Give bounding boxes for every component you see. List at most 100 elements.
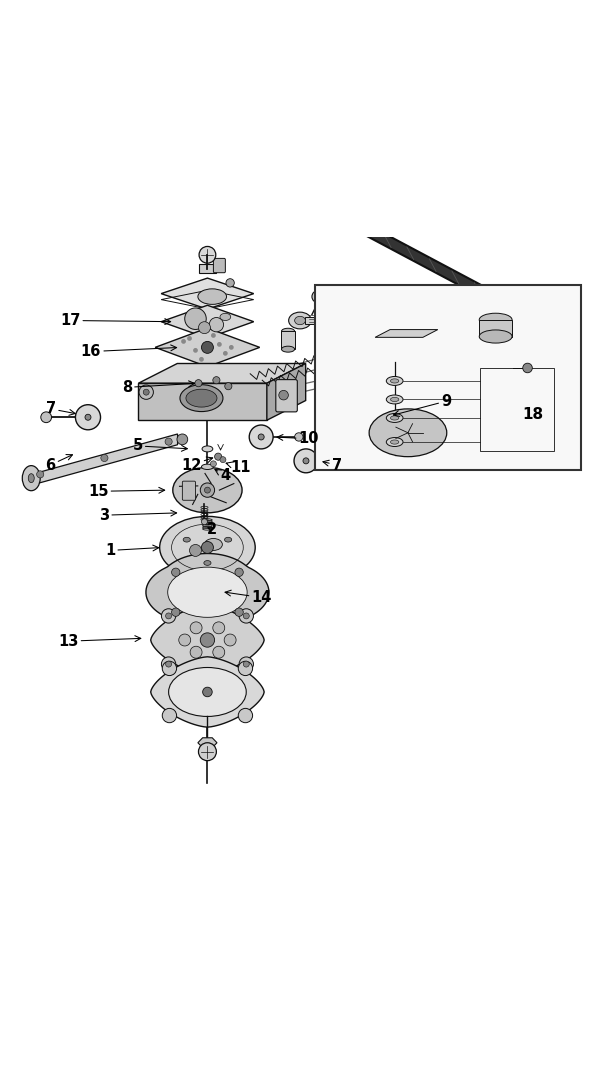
Circle shape [225, 382, 232, 390]
Circle shape [202, 542, 214, 554]
Text: 12: 12 [181, 457, 212, 472]
Text: 3: 3 [99, 508, 176, 523]
Circle shape [295, 433, 303, 441]
Circle shape [172, 568, 180, 576]
Ellipse shape [180, 384, 223, 411]
Circle shape [238, 661, 253, 676]
Ellipse shape [386, 377, 403, 386]
Ellipse shape [224, 538, 232, 542]
Circle shape [193, 348, 198, 352]
Circle shape [220, 456, 226, 463]
Text: 15: 15 [88, 484, 164, 499]
Ellipse shape [202, 464, 214, 469]
Polygon shape [267, 363, 305, 420]
Circle shape [243, 661, 249, 667]
Circle shape [172, 608, 180, 617]
Polygon shape [161, 278, 254, 310]
FancyBboxPatch shape [214, 258, 226, 273]
Circle shape [41, 412, 52, 423]
Polygon shape [151, 605, 264, 675]
Polygon shape [375, 330, 438, 337]
Circle shape [229, 345, 234, 350]
Ellipse shape [391, 440, 399, 444]
Polygon shape [139, 363, 305, 383]
Text: 6: 6 [45, 454, 73, 472]
Text: 16: 16 [81, 344, 176, 359]
Circle shape [179, 634, 191, 646]
Ellipse shape [281, 329, 295, 334]
FancyBboxPatch shape [276, 379, 298, 412]
Circle shape [205, 487, 211, 493]
Circle shape [523, 363, 532, 373]
Circle shape [337, 456, 345, 465]
Circle shape [279, 390, 289, 399]
Text: 17: 17 [60, 313, 170, 328]
Ellipse shape [169, 667, 246, 716]
Circle shape [239, 608, 253, 623]
Circle shape [177, 434, 188, 444]
Text: 14: 14 [225, 590, 272, 605]
Ellipse shape [369, 409, 447, 456]
Circle shape [161, 608, 176, 623]
Ellipse shape [258, 434, 264, 440]
Circle shape [37, 471, 44, 478]
Text: 13: 13 [58, 634, 141, 649]
Circle shape [235, 608, 243, 617]
Ellipse shape [295, 316, 305, 325]
Ellipse shape [391, 416, 399, 420]
Text: 9: 9 [394, 394, 451, 417]
Ellipse shape [281, 346, 295, 352]
Circle shape [239, 657, 253, 672]
Ellipse shape [479, 313, 512, 327]
Circle shape [209, 317, 224, 332]
Ellipse shape [186, 389, 217, 407]
Circle shape [195, 379, 202, 387]
Polygon shape [37, 434, 178, 483]
Ellipse shape [183, 538, 190, 542]
Circle shape [238, 708, 253, 723]
Ellipse shape [76, 405, 101, 429]
Circle shape [166, 661, 172, 667]
Ellipse shape [249, 425, 273, 449]
Text: 10: 10 [277, 432, 319, 447]
Circle shape [199, 246, 216, 263]
Ellipse shape [386, 395, 403, 404]
Text: 11: 11 [226, 459, 251, 474]
Circle shape [190, 544, 202, 557]
Circle shape [223, 351, 228, 356]
Polygon shape [151, 657, 264, 727]
Polygon shape [199, 263, 216, 273]
Circle shape [165, 438, 172, 446]
Ellipse shape [204, 560, 211, 565]
Ellipse shape [303, 458, 309, 464]
Ellipse shape [289, 312, 311, 329]
Ellipse shape [160, 516, 255, 578]
Circle shape [213, 377, 220, 383]
Ellipse shape [391, 379, 399, 383]
Circle shape [202, 342, 214, 353]
Text: 8: 8 [122, 380, 194, 395]
Circle shape [213, 646, 225, 659]
Polygon shape [198, 738, 217, 748]
Polygon shape [161, 305, 254, 338]
Text: 1: 1 [105, 543, 159, 558]
Circle shape [200, 483, 215, 497]
Circle shape [185, 308, 206, 330]
Ellipse shape [205, 539, 223, 550]
Polygon shape [139, 383, 267, 420]
Ellipse shape [22, 466, 40, 491]
Bar [281, 331, 295, 349]
Circle shape [226, 278, 235, 287]
Circle shape [190, 622, 202, 634]
Circle shape [187, 336, 192, 341]
Ellipse shape [28, 473, 34, 483]
Circle shape [213, 622, 225, 634]
Circle shape [143, 389, 149, 395]
Bar [480, 368, 554, 451]
Ellipse shape [386, 438, 403, 447]
Text: 7: 7 [323, 457, 342, 472]
Text: 7: 7 [46, 402, 75, 417]
Text: 2: 2 [206, 522, 217, 537]
Ellipse shape [391, 397, 399, 402]
Circle shape [190, 646, 202, 659]
